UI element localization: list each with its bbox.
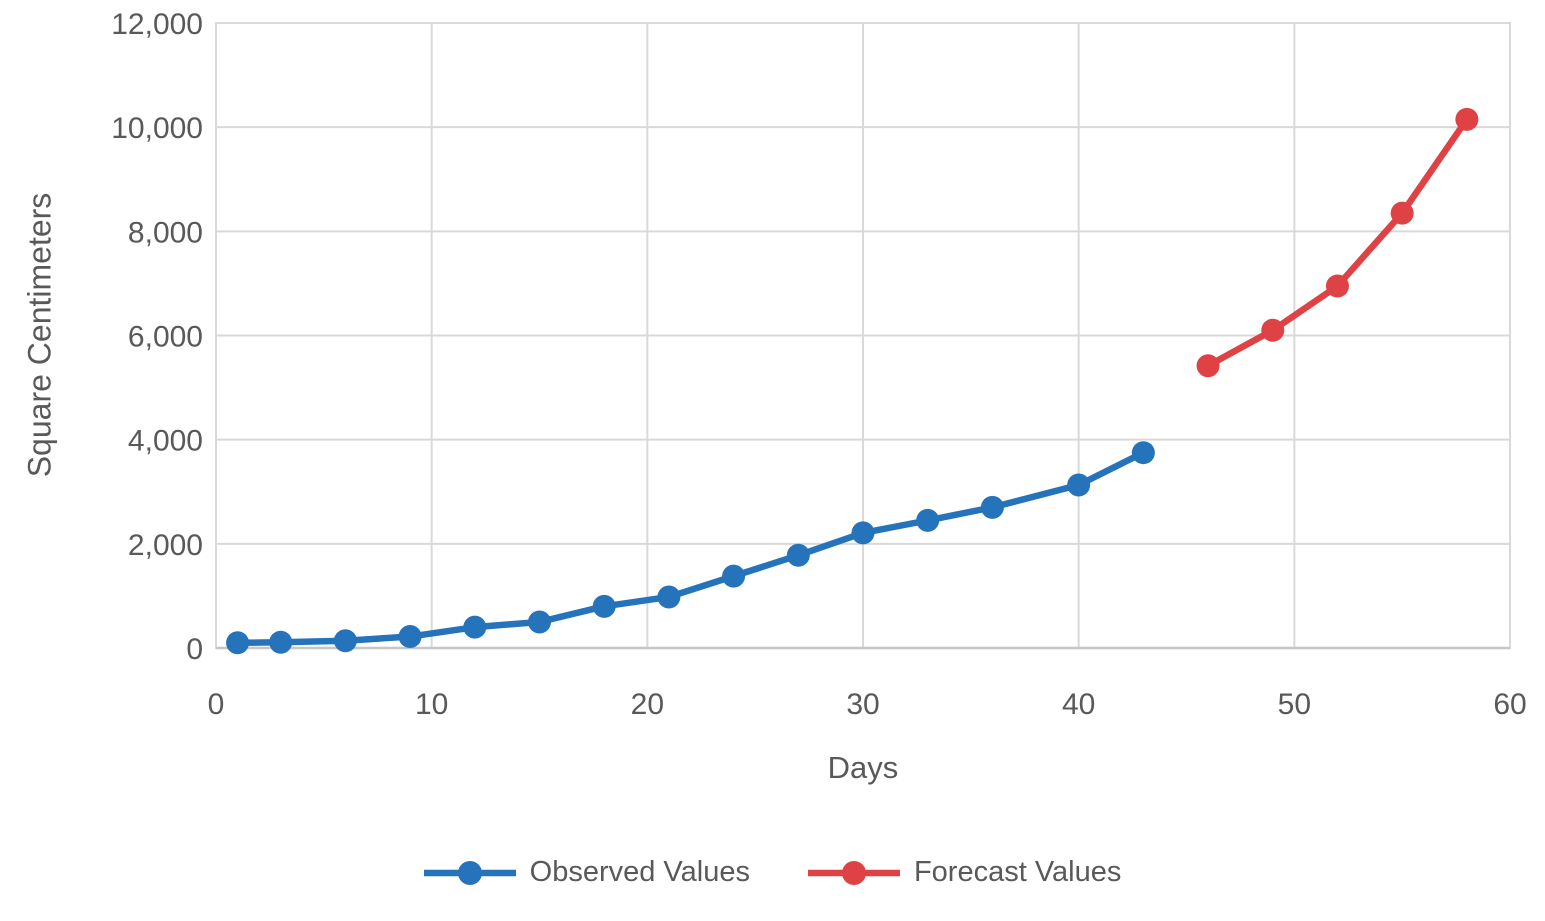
x-tick-label: 10	[415, 688, 448, 721]
x-tick-label: 30	[846, 688, 879, 721]
y-tick-label: 12,000	[111, 8, 203, 41]
y-tick-label: 6,000	[128, 321, 203, 354]
legend: Observed Values Forecast Values	[0, 856, 1545, 889]
x-tick-label: 20	[631, 688, 664, 721]
y-tick-label: 4,000	[128, 425, 203, 458]
forecast-values-point	[1390, 201, 1414, 225]
legend-item-forecast-values: Forecast Values	[807, 856, 1122, 889]
legend-label: Observed Values	[529, 856, 750, 888]
legend-marker-icon	[807, 860, 900, 885]
forecast-values-point	[1196, 354, 1220, 378]
observed-values-point	[592, 594, 616, 618]
forecast-values-line	[1204, 116, 1471, 369]
x-axis-title: Days	[827, 750, 899, 785]
observed-values-point	[398, 625, 422, 649]
x-tick-label: 40	[1062, 688, 1095, 721]
y-tick-label: 10,000	[111, 112, 203, 145]
observed-values-point	[528, 610, 551, 634]
forecast-values-point	[1455, 107, 1479, 131]
observed-values-point	[226, 631, 250, 655]
forecast-values-point	[1261, 318, 1285, 342]
observed-values-point	[1131, 441, 1155, 465]
observed-values-point	[722, 564, 746, 588]
forecast-values-point	[1325, 274, 1349, 298]
observed-values-point	[333, 629, 357, 653]
observed-values-point	[657, 585, 681, 609]
legend-marker-icon	[423, 860, 516, 885]
y-tick-label: 0	[186, 633, 203, 666]
observed-values-point	[980, 495, 1004, 519]
observed-values-point	[916, 508, 940, 532]
x-tick-label: 0	[208, 688, 225, 721]
observed-values-point	[786, 543, 810, 567]
y-axis-title: Square Centimeters	[21, 192, 58, 478]
observed-values-line	[234, 449, 1147, 647]
x-tick-label: 60	[1493, 688, 1526, 721]
observed-values-point	[851, 521, 875, 545]
x-tick-label: 50	[1278, 688, 1311, 721]
observed-values-point	[1067, 473, 1091, 497]
observed-values-point	[269, 630, 293, 654]
observed-values-point	[463, 615, 487, 639]
legend-label: Forecast Values	[913, 856, 1122, 888]
y-tick-label: 8,000	[128, 216, 203, 249]
legend-item-observed-values: Observed Values	[423, 856, 750, 889]
y-tick-label: 2,000	[128, 529, 203, 562]
